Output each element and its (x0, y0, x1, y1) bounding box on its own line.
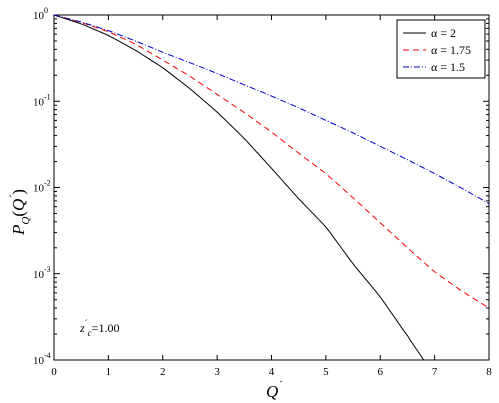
x-tick-label: 7 (432, 366, 438, 378)
x-tick-label: 8 (486, 366, 492, 378)
x-tick-label: 2 (160, 366, 166, 378)
legend-label-2: α = 1.5 (431, 60, 465, 74)
annot-eq: =1.00 (92, 321, 120, 335)
annot-var: z (79, 321, 85, 335)
legend-box (396, 19, 486, 79)
legend-label-1: α = 1.75 (431, 43, 471, 57)
x-tick-label: 5 (323, 366, 329, 378)
x-tick-label: 3 (214, 366, 220, 378)
x-label-main: Q (266, 382, 278, 401)
y-label-sub: Q (20, 217, 32, 225)
y-label-paren-open: ( (9, 211, 28, 217)
series-line-0 (53, 14, 425, 361)
x-axis-label: Q´ (266, 378, 283, 401)
y-tick-base: 10 (33, 96, 45, 108)
series-line-2 (53, 14, 490, 205)
y-tick-exponent: -1 (44, 92, 51, 101)
y-tick-label: 10-1 (33, 92, 51, 108)
y-label-paren-close: ) (9, 189, 28, 195)
y-tick-base: 10 (33, 269, 45, 281)
annot-sub: c (88, 328, 92, 338)
x-tick-label: 6 (378, 366, 384, 378)
y-tick-exponent: -4 (44, 351, 51, 360)
y-label-main: P (9, 225, 28, 236)
series-layer (53, 14, 490, 361)
legend: α = 2 α = 1.75 α = 1.5 (396, 19, 486, 79)
y-label-arg: Q (9, 199, 28, 211)
y-tick-exponent: -2 (44, 179, 51, 188)
y-tick-label: 100 (33, 6, 48, 22)
y-tick-label: 10-2 (33, 179, 51, 195)
zc-annotation: z´c=1.00 (79, 318, 119, 338)
y-tick-exponent: 0 (44, 6, 48, 15)
x-tick-label: 1 (106, 366, 112, 378)
x-label-prime: ´ (278, 378, 283, 392)
y-axis-label: PQ(Q´) (7, 189, 32, 236)
y-tick-base: 10 (33, 10, 45, 22)
y-tick-base: 10 (33, 183, 45, 195)
y-tick-label: 10-3 (33, 265, 51, 281)
annot-prime: ´ (85, 318, 88, 328)
y-label-prime: ´ (7, 194, 21, 199)
y-tick-base: 10 (33, 355, 45, 367)
x-tick-label: 4 (269, 366, 275, 378)
y-tick-exponent: -3 (44, 265, 51, 274)
x-tick-label: 0 (51, 366, 57, 378)
legend-label-0: α = 2 (431, 26, 456, 40)
y-tick-label: 10-4 (33, 351, 51, 367)
